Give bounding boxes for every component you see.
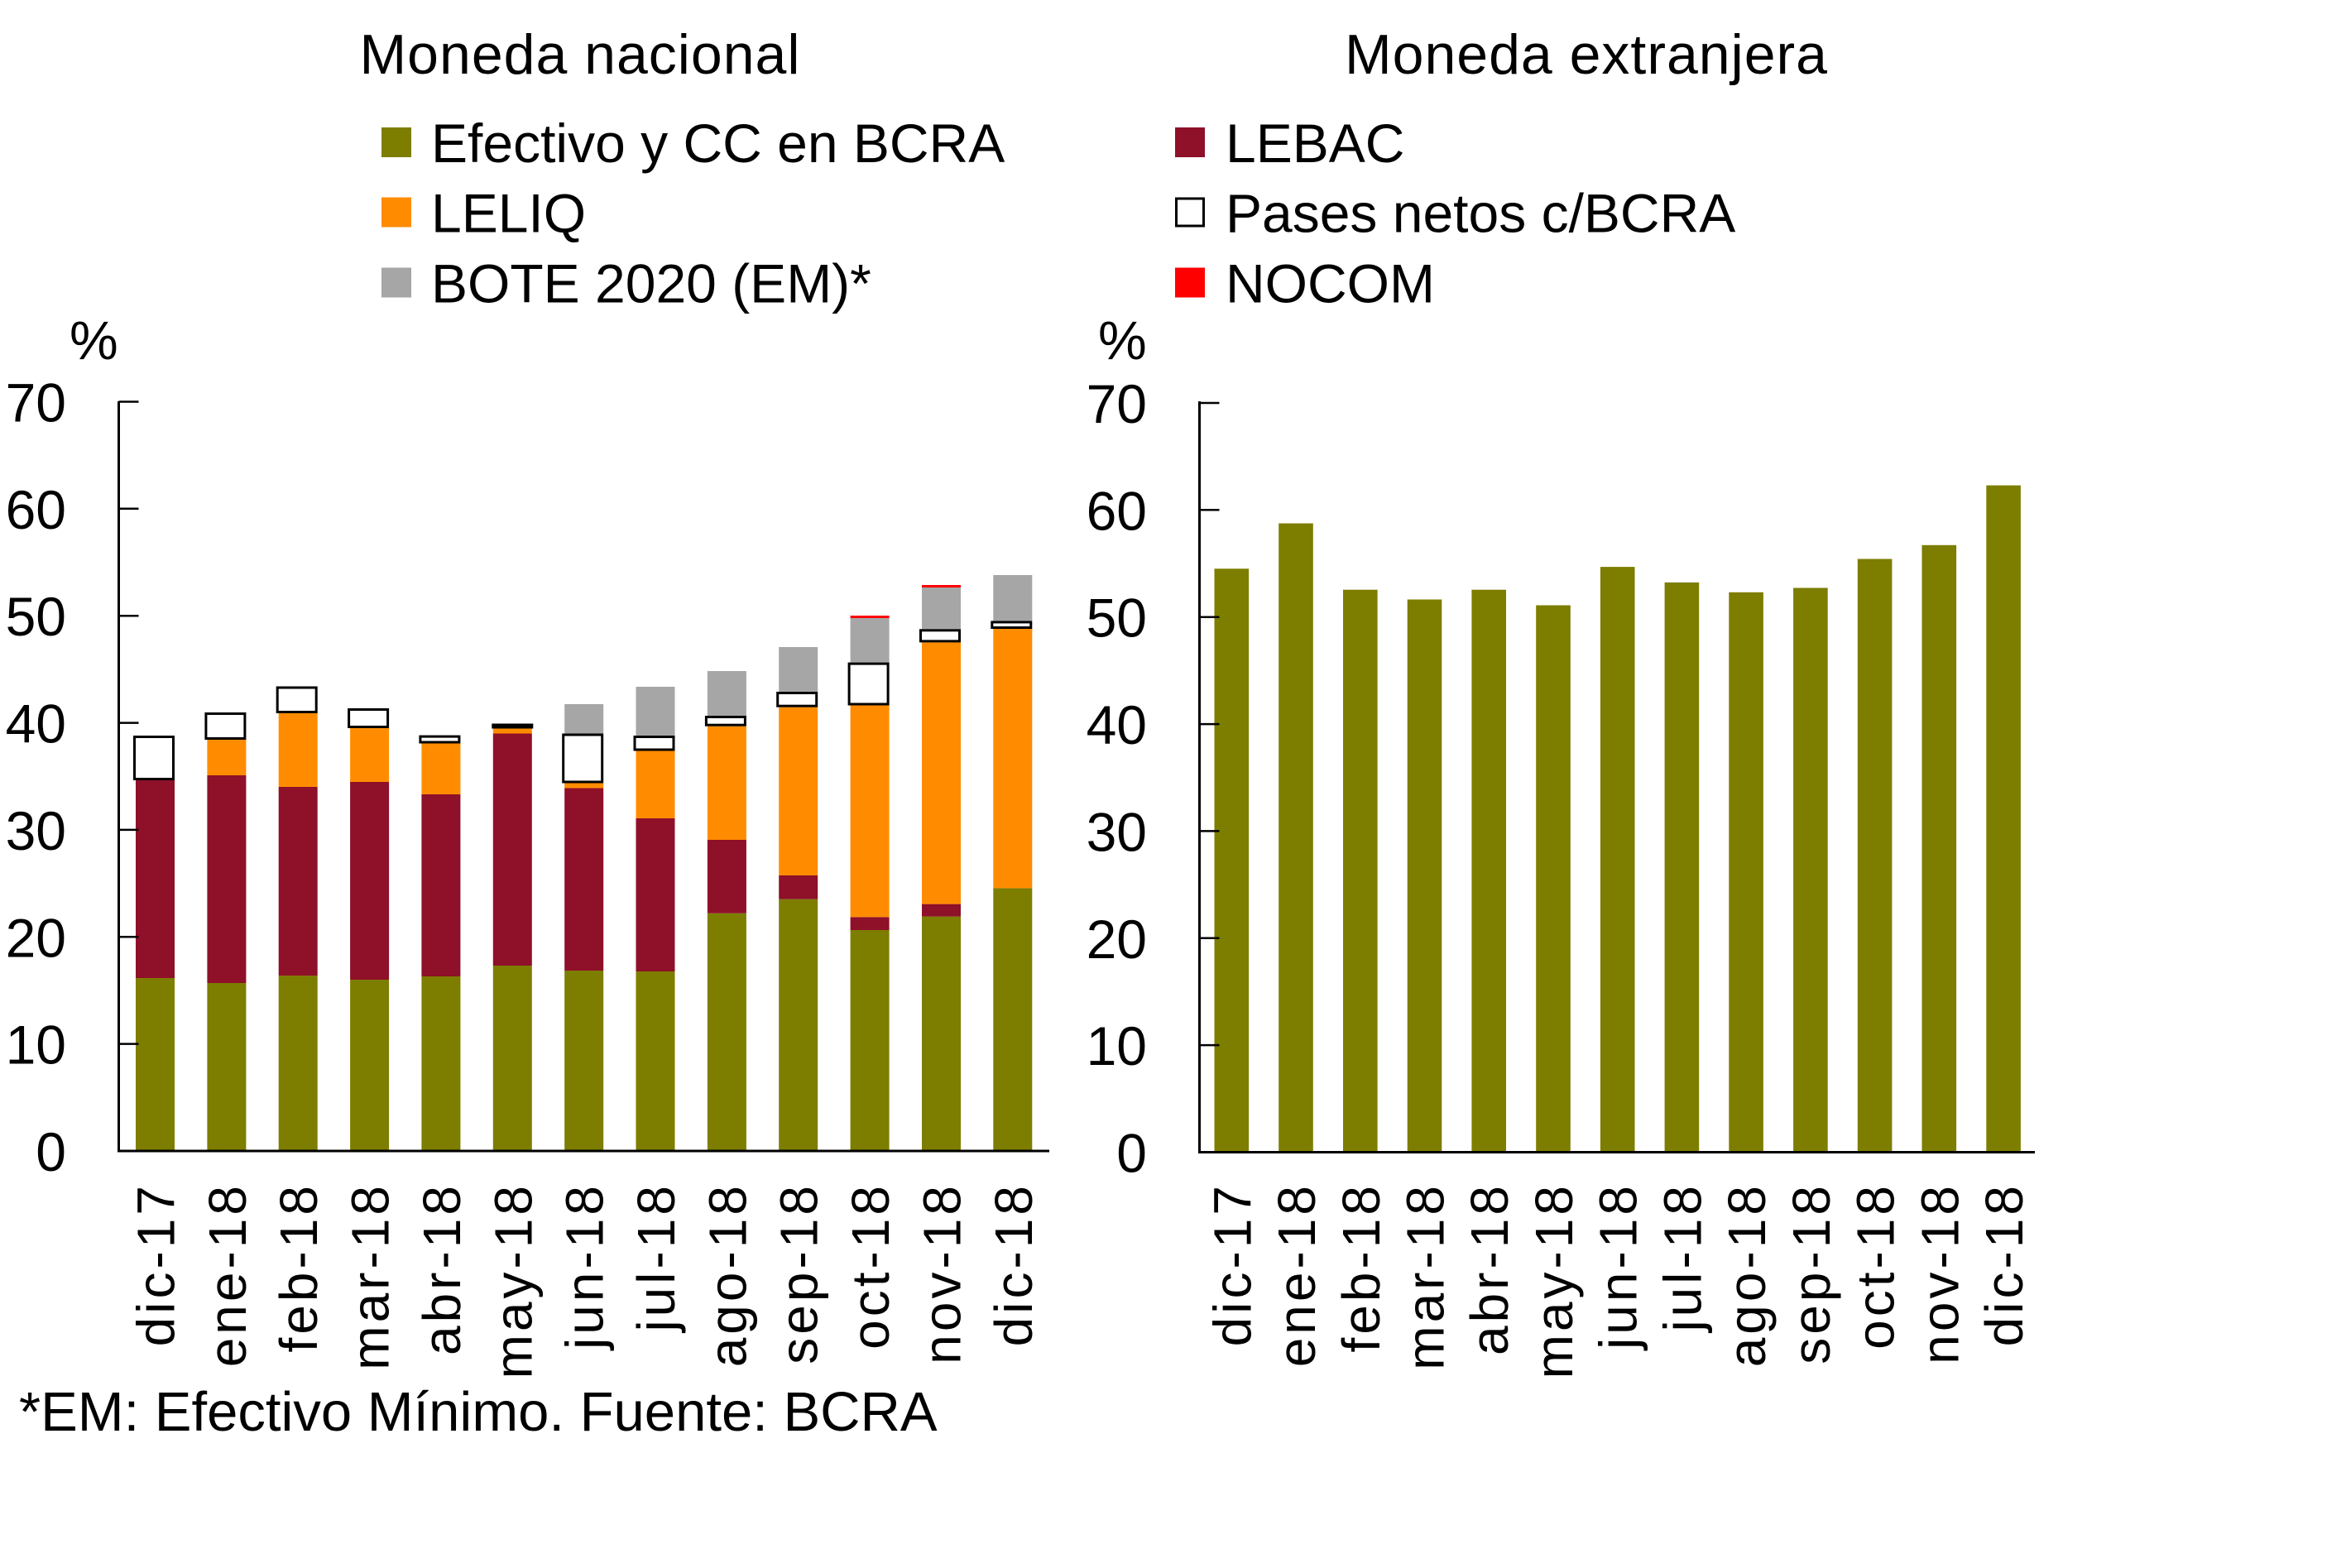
svg-text:0: 0 [36, 1121, 66, 1182]
svg-text:feb-18: feb-18 [269, 1182, 329, 1352]
svg-text:Efectivo y CC en BCRA: Efectivo y CC en BCRA [431, 113, 1005, 174]
svg-text:sep-18: sep-18 [1782, 1182, 1841, 1364]
svg-text:%: % [70, 309, 118, 371]
svg-text:jul-18: jul-18 [1653, 1182, 1712, 1334]
svg-text:dic-18: dic-18 [984, 1182, 1043, 1346]
svg-text:dic-17: dic-17 [127, 1182, 186, 1346]
svg-text:40: 40 [6, 693, 66, 755]
svg-text:BOTE 2020 (EM)*: BOTE 2020 (EM)* [431, 253, 871, 314]
svg-text:may-18: may-18 [483, 1182, 543, 1379]
svg-text:oct-18: oct-18 [841, 1182, 900, 1350]
svg-text:nov-18: nov-18 [1910, 1182, 1969, 1364]
svg-text:Moneda extranjera: Moneda extranjera [1345, 23, 1828, 86]
svg-text:LEBAC: LEBAC [1226, 113, 1404, 174]
svg-text:30: 30 [1087, 801, 1147, 862]
svg-text:oct-18: oct-18 [1846, 1182, 1906, 1350]
svg-text:ago-18: ago-18 [698, 1182, 757, 1367]
svg-text:ene-18: ene-18 [198, 1182, 257, 1367]
svg-text:60: 60 [1087, 480, 1147, 541]
svg-text:Pases netos c/BCRA: Pases netos c/BCRA [1226, 183, 1735, 244]
svg-text:0: 0 [1116, 1123, 1147, 1184]
svg-text:dic-17: dic-17 [1202, 1182, 1262, 1346]
svg-text:feb-18: feb-18 [1331, 1182, 1391, 1352]
svg-text:LELIQ: LELIQ [431, 183, 586, 244]
svg-text:ene-18: ene-18 [1267, 1182, 1327, 1367]
svg-text:may-18: may-18 [1524, 1182, 1584, 1379]
svg-text:Moneda nacional: Moneda nacional [360, 23, 801, 86]
svg-text:10: 10 [6, 1014, 66, 1076]
svg-text:sep-18: sep-18 [770, 1182, 829, 1364]
svg-text:mar-18: mar-18 [1396, 1182, 1456, 1370]
svg-text:20: 20 [6, 907, 66, 968]
svg-text:50: 50 [6, 586, 66, 647]
svg-text:dic-18: dic-18 [1974, 1182, 2034, 1346]
svg-text:70: 70 [6, 372, 66, 434]
svg-text:mar-18: mar-18 [341, 1182, 401, 1370]
svg-text:ago-18: ago-18 [1717, 1182, 1777, 1367]
svg-text:30: 30 [6, 800, 66, 861]
svg-text:*EM: Efectivo Mínimo. Fuente:: *EM: Efectivo Mínimo. Fuente: BCRA [19, 1381, 938, 1443]
svg-text:40: 40 [1087, 694, 1147, 755]
svg-text:20: 20 [1087, 909, 1147, 970]
svg-text:abr-18: abr-18 [412, 1182, 472, 1355]
svg-text:jun-18: jun-18 [555, 1182, 615, 1351]
svg-text:nov-18: nov-18 [913, 1182, 972, 1364]
svg-text:%: % [1098, 309, 1147, 371]
svg-text:70: 70 [1087, 373, 1147, 434]
svg-text:jun-18: jun-18 [1589, 1182, 1648, 1351]
svg-text:NOCOM: NOCOM [1226, 253, 1435, 314]
svg-text:abr-18: abr-18 [1460, 1182, 1519, 1355]
svg-text:10: 10 [1087, 1015, 1147, 1077]
svg-text:jul-18: jul-18 [626, 1182, 686, 1334]
svg-text:50: 50 [1087, 587, 1147, 649]
svg-text:60: 60 [6, 479, 66, 540]
